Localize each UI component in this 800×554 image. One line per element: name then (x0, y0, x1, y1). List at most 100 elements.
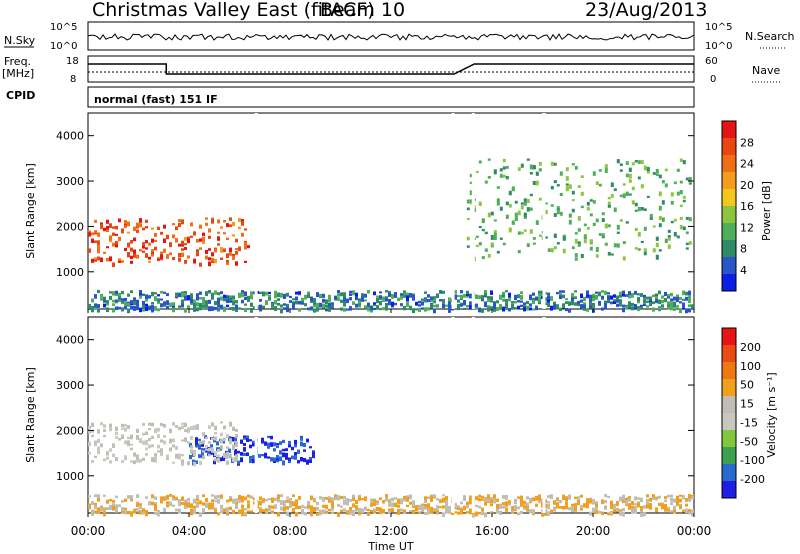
velocity-cell (532, 509, 535, 515)
velocity-cell (499, 504, 502, 509)
velocity-cell (622, 508, 625, 512)
velocity-cell (214, 425, 217, 431)
velocity-cell (268, 498, 271, 501)
power-cell (229, 307, 232, 310)
velocity-cell (379, 497, 382, 500)
power-cell (238, 226, 241, 230)
power-cell (628, 193, 632, 196)
power-cell (685, 242, 689, 246)
velocity-cell (397, 498, 400, 503)
velocity-cell (478, 497, 481, 502)
velocity-cell (595, 510, 598, 515)
velocity-colorbar-tick: 200 (740, 341, 761, 354)
velocity-cell (214, 432, 217, 435)
velocity-cell (409, 501, 412, 505)
velocity-cell (328, 496, 331, 500)
power-cell (430, 304, 433, 307)
velocity-cell (553, 506, 556, 511)
velocity-cell (202, 455, 205, 460)
power-cell (166, 234, 169, 238)
velocity-cell (237, 450, 240, 454)
velocity-colorbar-tick: -200 (740, 473, 765, 486)
power-cell (562, 235, 566, 239)
velocity-colorbar-frame (721, 327, 737, 499)
velocity-cell (91, 509, 94, 513)
power-cell (679, 225, 683, 230)
power-cell (211, 297, 214, 300)
power-cell (181, 240, 184, 245)
power-cell (391, 301, 394, 307)
velocity-cell (385, 494, 388, 498)
velocity-cell (258, 454, 261, 458)
power-cell (178, 253, 181, 258)
velocity-cell (430, 506, 433, 512)
power-cell (604, 242, 608, 246)
power-cell (676, 168, 680, 172)
velocity-cell (112, 500, 115, 503)
velocity-cell (571, 503, 574, 507)
power-ytick-label: 3000 (56, 175, 84, 188)
velocity-cell (283, 506, 286, 512)
velocity-data-gap (471, 317, 475, 513)
power-cell (589, 303, 592, 309)
power-cell (583, 296, 586, 302)
power-cell (526, 305, 529, 311)
power-cell (661, 295, 664, 299)
power-cell (562, 234, 566, 237)
velocity-cell (88, 495, 91, 498)
velocity-cell (220, 432, 223, 437)
power-cell (490, 235, 494, 240)
velocity-cell (502, 502, 505, 506)
velocity-cell (267, 444, 270, 449)
power-cell (217, 219, 220, 224)
power-cell (166, 254, 169, 258)
power-cell (187, 295, 190, 299)
power-cell (682, 226, 686, 231)
velocity-cell (481, 511, 484, 515)
velocity-cell (457, 505, 460, 510)
power-cell (121, 298, 124, 301)
velocity-cell (267, 456, 270, 459)
power-cell (424, 298, 427, 303)
velocity-cell (406, 495, 409, 498)
velocity-cell (267, 435, 270, 439)
power-cell (358, 304, 361, 308)
velocity-cell (394, 502, 397, 507)
power-cell (118, 295, 121, 299)
velocity-cell (520, 510, 523, 514)
power-cell (553, 180, 557, 184)
power-cell (574, 238, 578, 244)
power-cell (232, 255, 235, 260)
power-cell (349, 290, 352, 293)
power-cell (244, 228, 247, 231)
power-cell (217, 300, 220, 305)
power-cell (115, 299, 118, 303)
power-cell (622, 293, 625, 297)
power-cell (286, 292, 289, 297)
power-cell (670, 305, 673, 311)
power-cell (343, 292, 346, 298)
power-cell (181, 248, 184, 251)
power-cell (484, 290, 487, 294)
velocity-cell (261, 438, 264, 443)
power-cell (241, 292, 244, 296)
power-cell (328, 297, 331, 303)
velocity-cell (214, 458, 217, 462)
power-cell (649, 302, 652, 307)
power-cell (379, 291, 382, 294)
velocity-cell (193, 505, 196, 509)
velocity-cell (424, 504, 427, 508)
power-cell (358, 298, 361, 301)
power-cell (487, 254, 491, 258)
velocity-cell (198, 438, 201, 442)
velocity-cell (208, 454, 211, 457)
velocity-cell (502, 505, 505, 509)
power-cell (664, 183, 668, 188)
velocity-cell (270, 442, 273, 447)
velocity-cell (607, 512, 610, 516)
power-cell (151, 291, 154, 297)
power-cell (94, 294, 97, 299)
power-cell (124, 220, 127, 225)
power-cell (325, 308, 328, 312)
power-cell (352, 290, 355, 296)
